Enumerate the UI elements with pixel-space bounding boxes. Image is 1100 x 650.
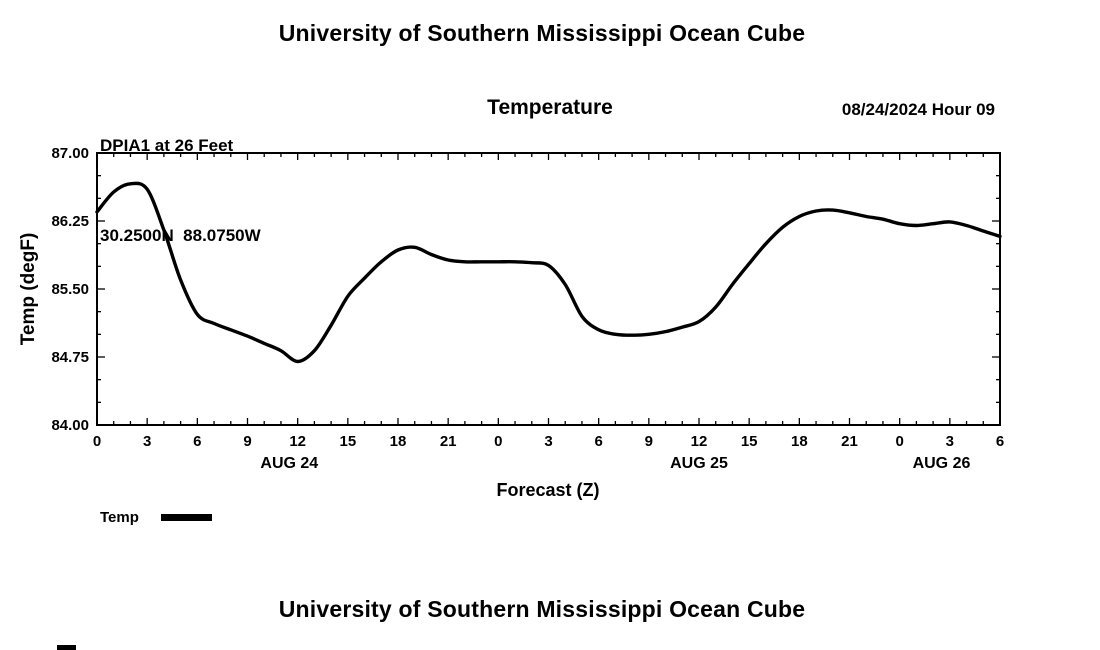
date-label: AUG 26: [913, 455, 971, 472]
legend-label-temp: Temp: [100, 509, 139, 526]
temp-line: [95, 181, 1002, 364]
date-label: AUG 24: [260, 455, 318, 472]
x-tick-label: 6: [193, 433, 201, 450]
station-name: DPIA1 at 26 Feet: [100, 136, 234, 155]
y-tick-label: 87.00: [51, 145, 89, 162]
footer-chart-title: University of Southern Mississippi Ocean…: [278, 596, 806, 622]
x-tick-label: 12: [691, 433, 708, 450]
x-axis-label: Forecast (Z): [496, 480, 599, 500]
x-tick-label: 15: [339, 433, 356, 450]
plot-generated-content: 0 3 6 9 12 15 18 21 0 3 6 9 12 15 18 21 0 3 6 84.00 84.75 85.…: [51, 145, 1004, 472]
x-tick-label: 6: [996, 433, 1004, 450]
station-block: DPIA1 at 26 Feet 30.2500N 88.0750W: [100, 71, 261, 311]
x-tick-label: 0: [895, 433, 903, 450]
plot-title: Temperature: [487, 96, 613, 119]
x-tick-label: 9: [645, 433, 653, 450]
x-tick-label: 0: [494, 433, 502, 450]
y-tick-label: 85.50: [51, 281, 89, 298]
x-tick-label: 3: [143, 433, 151, 450]
legend: Temp: [100, 509, 212, 526]
forecast-datetime: 08/24/2024 Hour 09: [841, 100, 995, 119]
station-coordinates: 30.2500N 88.0750W: [100, 226, 261, 245]
plot-frame: [96, 152, 1001, 426]
y-axis-label: Temp (degF): [18, 233, 39, 346]
x-tick-label: 21: [440, 433, 457, 450]
legend-swatch-temp: [160, 514, 212, 521]
y-tick-label: 84.00: [51, 417, 89, 434]
x-tick-label: 6: [594, 433, 602, 450]
x-tick-label: 3: [544, 433, 552, 450]
x-tick-label: 9: [243, 433, 251, 450]
y-tick-label: 86.25: [51, 213, 89, 230]
x-tick-label: 21: [841, 433, 858, 450]
y-tick-label: 84.75: [51, 349, 89, 366]
x-tick-label: 18: [791, 433, 808, 450]
x-tick-label: 15: [741, 433, 758, 450]
x-tick-label: 3: [946, 433, 954, 450]
x-tick-label: 0: [93, 433, 101, 450]
chart-main-title: University of Southern Mississippi Ocean…: [278, 20, 806, 46]
date-label: AUG 25: [670, 455, 728, 472]
cropped-next-chart-fragment: [57, 645, 76, 650]
x-tick-label: 12: [289, 433, 306, 450]
x-tick-label: 18: [390, 433, 407, 450]
